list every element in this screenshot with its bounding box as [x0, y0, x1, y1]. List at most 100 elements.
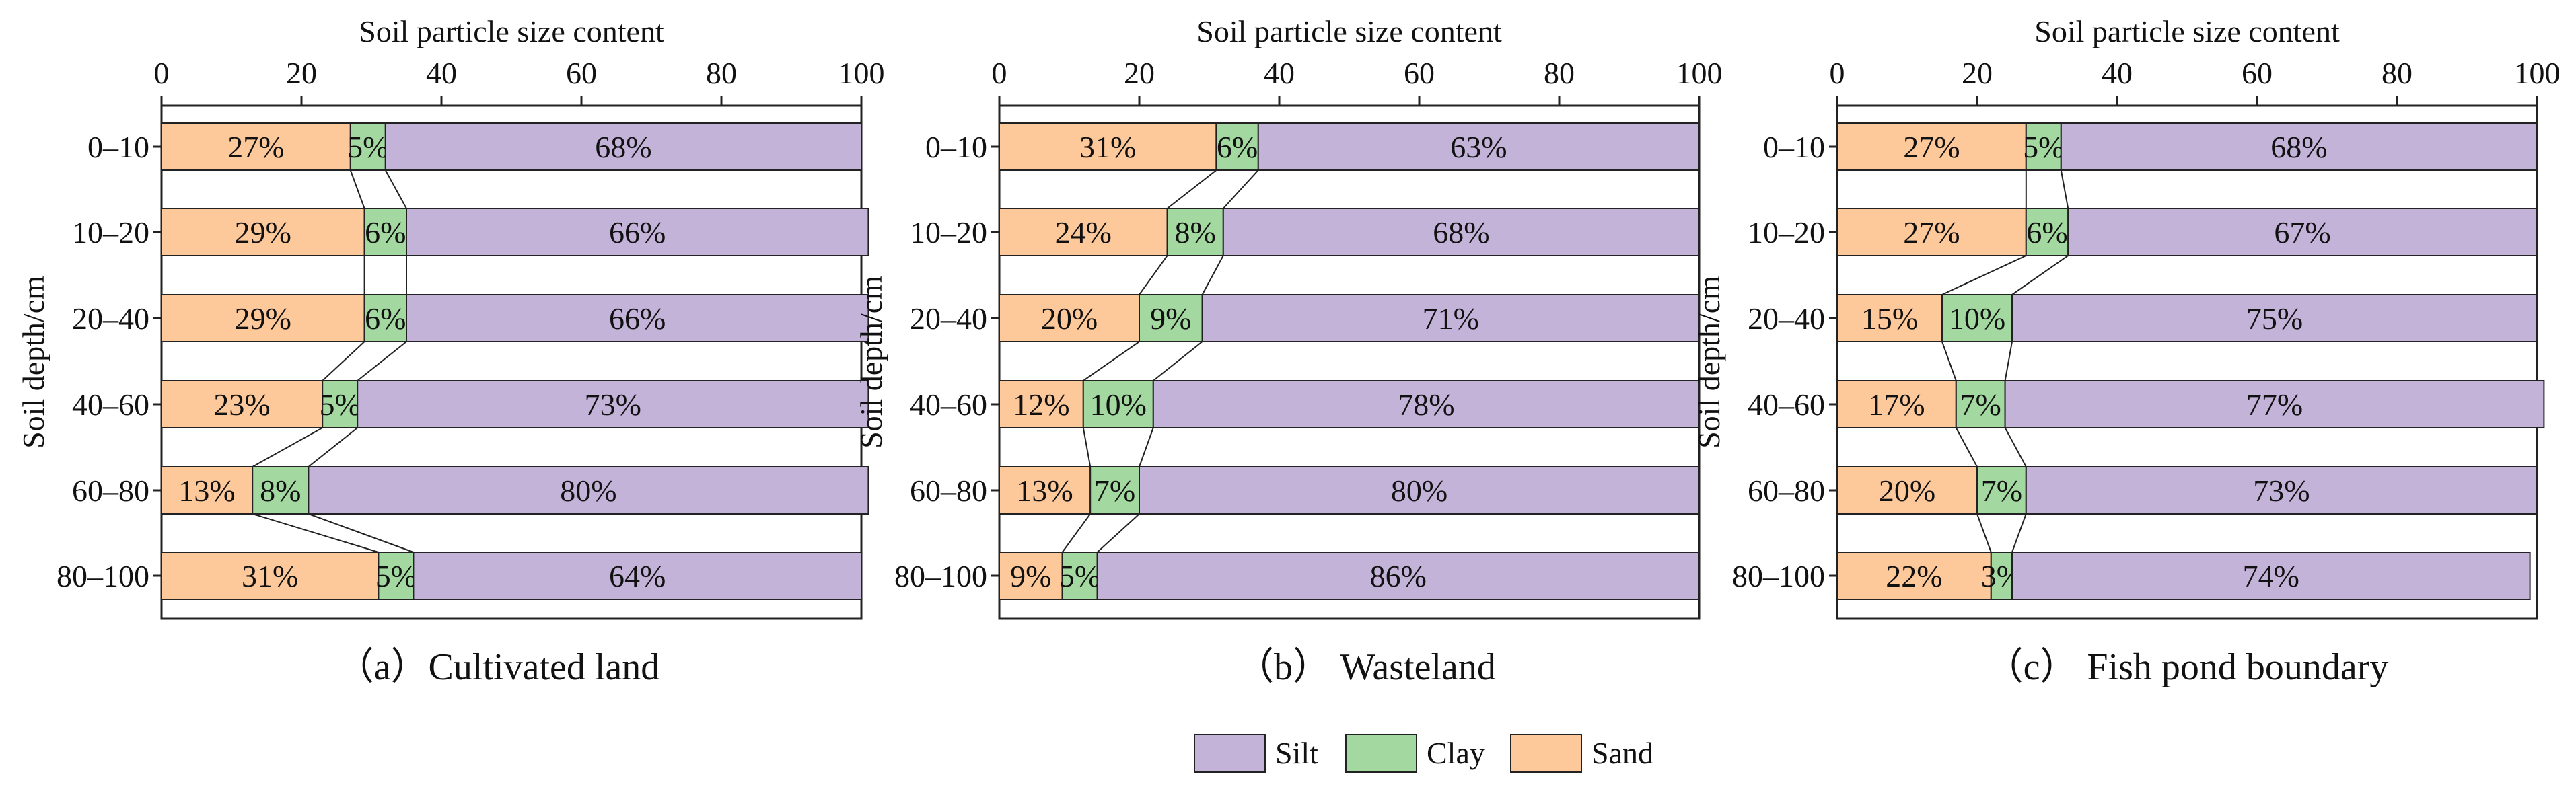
connector-line	[1166, 169, 1217, 209]
clay-data-label: 6%	[1217, 130, 1258, 164]
clay-bar-segment	[363, 208, 407, 256]
silt-bar-segment	[1139, 466, 1700, 515]
clay-bar-segment	[322, 380, 359, 428]
silt-bar-segment	[2004, 380, 2545, 428]
y-axis-label: Soil depth/cm	[854, 276, 888, 449]
x-tick-label: 100	[1676, 56, 1723, 90]
sand-bar-segment	[161, 380, 324, 428]
x-tick-label: 20	[286, 56, 317, 90]
sand-data-label: 27%	[1903, 130, 1960, 164]
clay-bar-segment	[252, 466, 310, 515]
category-label: 80–100	[894, 559, 987, 593]
category-label: 10–20	[72, 215, 149, 250]
sand-bar-segment	[999, 294, 1140, 342]
silt-bar-segment	[2011, 552, 2531, 600]
connector-line	[384, 169, 407, 209]
x-tick-label: 60	[566, 56, 597, 90]
connector-line	[1223, 169, 1259, 209]
silt-data-label: 63%	[1450, 130, 1507, 164]
silt-bar-segment	[2011, 294, 2538, 342]
sand-data-label: 31%	[1079, 130, 1136, 164]
silt-bar-segment	[406, 294, 869, 342]
connector-line	[357, 341, 407, 381]
silt-bar-segment	[1257, 122, 1701, 171]
sand-bar-segment	[161, 466, 254, 515]
silt-bar-segment	[2060, 122, 2538, 171]
y-axis-label: Soil depth/cm	[1692, 276, 1726, 449]
silt-data-label: 78%	[1398, 387, 1454, 422]
silt-data-label: 66%	[609, 215, 666, 250]
clay-bar-segment	[1955, 380, 2006, 428]
y-axis-label: Soil depth/cm	[16, 276, 50, 449]
sand-bar-segment	[161, 208, 365, 256]
silt-data-label: 80%	[1391, 474, 1447, 508]
clay-data-label: 5%	[347, 130, 388, 164]
panel-title: （a）Cultivated land	[336, 646, 660, 688]
sand-data-label: 13%	[1016, 474, 1073, 508]
category-label: 0–10	[87, 130, 149, 164]
clay-data-label: 7%	[1094, 474, 1135, 508]
category-label: 20–40	[910, 301, 987, 336]
clay-bar-segment	[1941, 294, 2013, 342]
clay-bar-segment	[2025, 122, 2062, 171]
clay-data-label: 6%	[365, 301, 406, 336]
category-label: 10–20	[1748, 215, 1825, 250]
connector-line	[2004, 341, 2013, 381]
clay-data-label: 9%	[1150, 301, 1191, 336]
category-label: 40–60	[910, 387, 987, 422]
connector-line	[1139, 255, 1168, 295]
clay-data-label: 8%	[260, 474, 301, 508]
connector-line	[1083, 341, 1140, 381]
x-tick-label: 0	[992, 56, 1007, 90]
sand-data-label: 29%	[235, 215, 291, 250]
sand-bar-segment	[999, 552, 1063, 600]
clay-data-label: 5%	[2023, 130, 2064, 164]
sand-data-label: 12%	[1013, 387, 1069, 422]
chart-panel-1: Soil particle size content 0 20 40 60 80 100 So…	[16, 14, 885, 688]
silt-bar-segment	[1222, 208, 1701, 256]
sand-bar-segment	[1836, 466, 1978, 515]
connector-line	[349, 169, 365, 209]
x-tick-label: 40	[2102, 56, 2133, 90]
connector-line	[1153, 341, 1203, 381]
connector-line	[1941, 341, 1957, 381]
x-tick-label: 80	[2382, 56, 2412, 90]
clay-data-label: 10%	[1949, 301, 2005, 336]
connector-line	[252, 513, 379, 553]
category-label: 0–10	[925, 130, 987, 164]
x-tick-label: 80	[1544, 56, 1575, 90]
clay-bar-segment	[1990, 552, 2013, 600]
x-tick-label: 0	[154, 56, 170, 90]
category-label: 20–40	[1748, 301, 1825, 336]
silt-bar-segment	[384, 122, 862, 171]
silt-bar-segment	[1201, 294, 1700, 342]
silt-data-label: 68%	[595, 130, 651, 164]
connector-line	[308, 427, 358, 467]
silt-bar-segment	[308, 466, 869, 515]
x-axis-label: Soil particle size content	[359, 14, 664, 48]
silt-data-label: 75%	[2246, 301, 2303, 336]
sand-data-label: 29%	[235, 301, 291, 336]
sand-data-label: 9%	[1010, 559, 1051, 593]
x-tick-label: 40	[1264, 56, 1295, 90]
silt-data-label: 64%	[609, 559, 666, 593]
legend: Silt Clay Sand	[1194, 734, 1653, 773]
plot-frame	[160, 104, 863, 620]
chart-panel-3: Soil particle size content 0 20 40 60 80 100 So…	[1692, 14, 2561, 688]
silt-data-label: 66%	[609, 301, 666, 336]
legend-swatch-sand	[1510, 734, 1582, 773]
silt-data-label: 67%	[2274, 215, 2330, 250]
connector-line	[2011, 513, 2027, 553]
clay-data-label: 5%	[1059, 559, 1100, 593]
category-label: 40–60	[72, 387, 149, 422]
x-tick-label: 80	[706, 56, 737, 90]
clay-data-label: 6%	[365, 215, 406, 250]
connector-line	[252, 427, 323, 467]
clay-bar-segment	[1082, 380, 1154, 428]
silt-bar-segment	[1096, 552, 1700, 600]
clay-data-label: 7%	[1960, 387, 2001, 422]
sand-data-label: 27%	[227, 130, 284, 164]
x-tick-label: 20	[1962, 56, 1993, 90]
legend-swatch-silt	[1194, 734, 1266, 773]
connector-line	[2060, 169, 2069, 209]
